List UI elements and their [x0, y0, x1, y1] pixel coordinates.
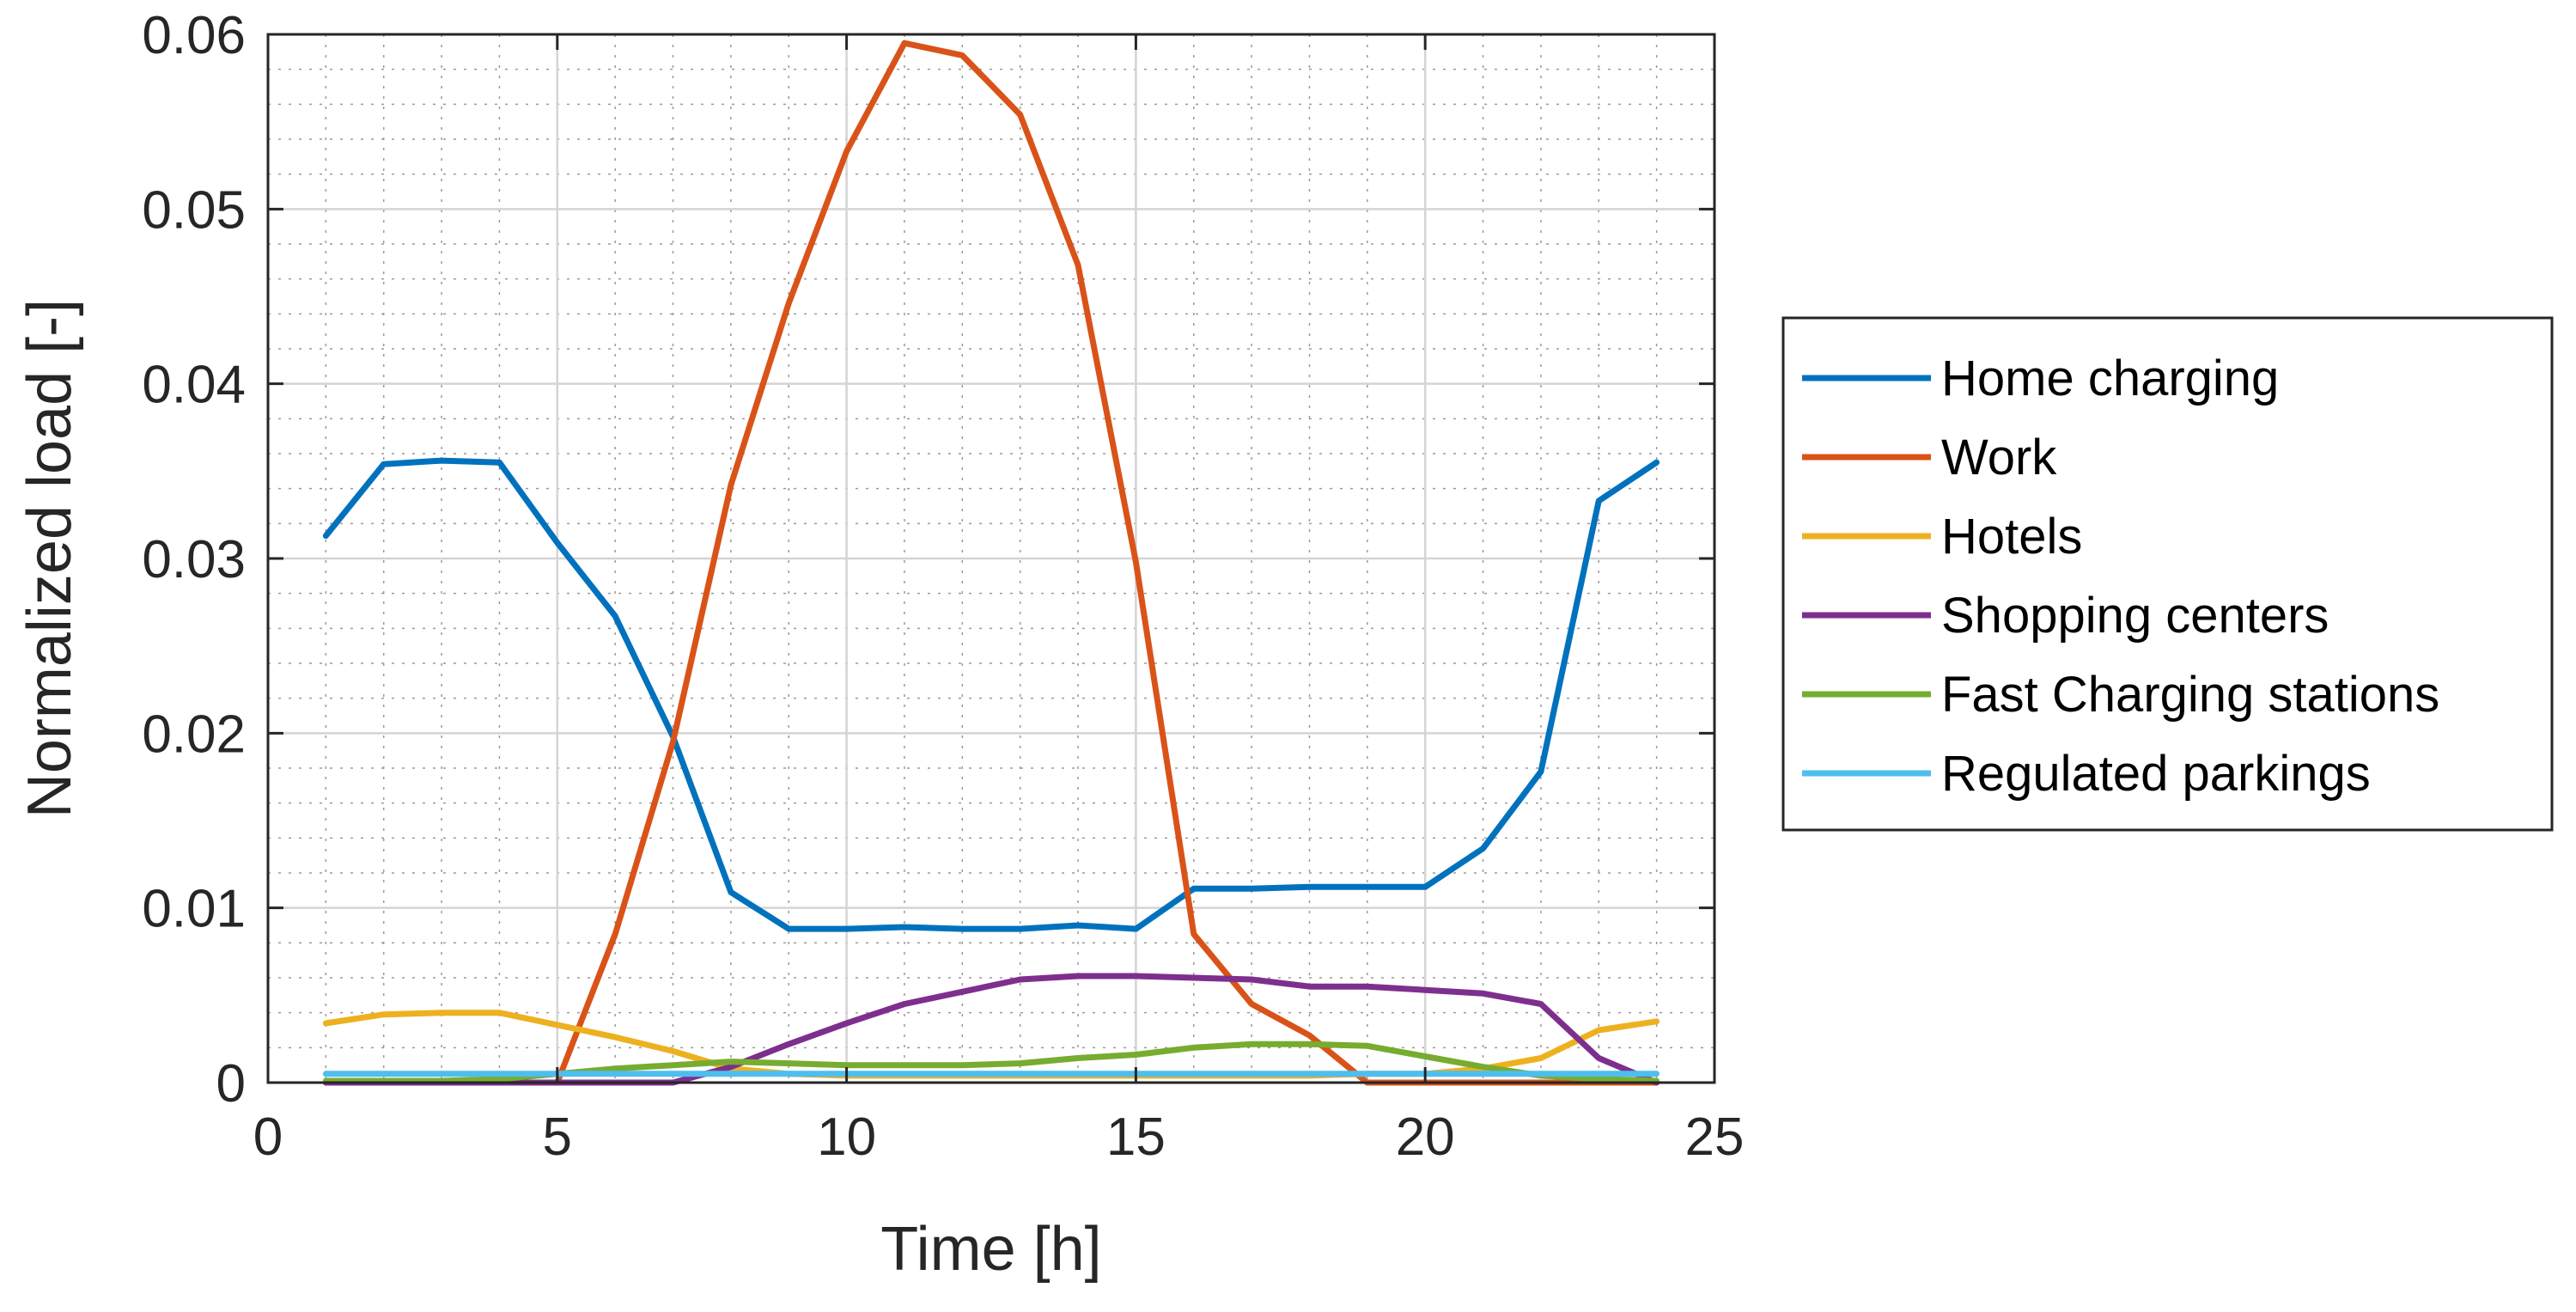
y-axis-label: Normalized load [-]	[15, 299, 84, 818]
x-axis-tick-labels: 0 5 10 15 20 25	[253, 1108, 1745, 1167]
x-axis-label: Time [h]	[880, 1215, 1101, 1284]
x-tick-label: 5	[543, 1108, 572, 1167]
series-line-home-charging	[322, 457, 1660, 932]
x-tick-label: 0	[253, 1108, 283, 1167]
x-tick-label: 15	[1106, 1108, 1166, 1167]
y-axis-tick-labels: 0 0.01 0.02 0.03 0.04 0.05 0.06	[142, 6, 246, 1114]
legend: Home charging Work Hotels Shopping centers F…	[1781, 316, 2554, 832]
legend-label: Hotels	[1941, 509, 2082, 564]
legend-label: Regulated parkings	[1941, 746, 2371, 802]
legend-item: Shopping centers	[1802, 588, 2329, 644]
legend-label: Home charging	[1941, 351, 2279, 406]
y-tick-label: 0.06	[142, 6, 246, 65]
legend-box	[1781, 316, 2554, 832]
legend-label: Work	[1941, 430, 2057, 485]
legend-label: Shopping centers	[1941, 588, 2329, 644]
y-tick-label: 0.03	[142, 530, 246, 589]
y-tick-label: 0.04	[142, 356, 246, 415]
tick-marks	[266, 33, 1716, 1084]
legend-item: Regulated parkings	[1802, 746, 2371, 802]
legend-item: Fast Charging stations	[1802, 667, 2439, 723]
legend-item: Work	[1802, 430, 2057, 485]
y-tick-label: 0.01	[142, 880, 246, 939]
y-tick-label: 0	[216, 1054, 246, 1114]
legend-item: Hotels	[1802, 509, 2082, 564]
x-tick-label: 25	[1685, 1108, 1745, 1167]
y-tick-label: 0.02	[142, 705, 246, 764]
legend-item: Home charging	[1802, 351, 2279, 406]
legend-items: Home charging Work Hotels Shopping centers F…	[1802, 351, 2439, 802]
y-tick-label: 0.05	[142, 180, 246, 240]
legend-label: Fast Charging stations	[1941, 667, 2439, 723]
x-tick-label: 20	[1396, 1108, 1455, 1167]
x-tick-label: 10	[817, 1108, 876, 1167]
